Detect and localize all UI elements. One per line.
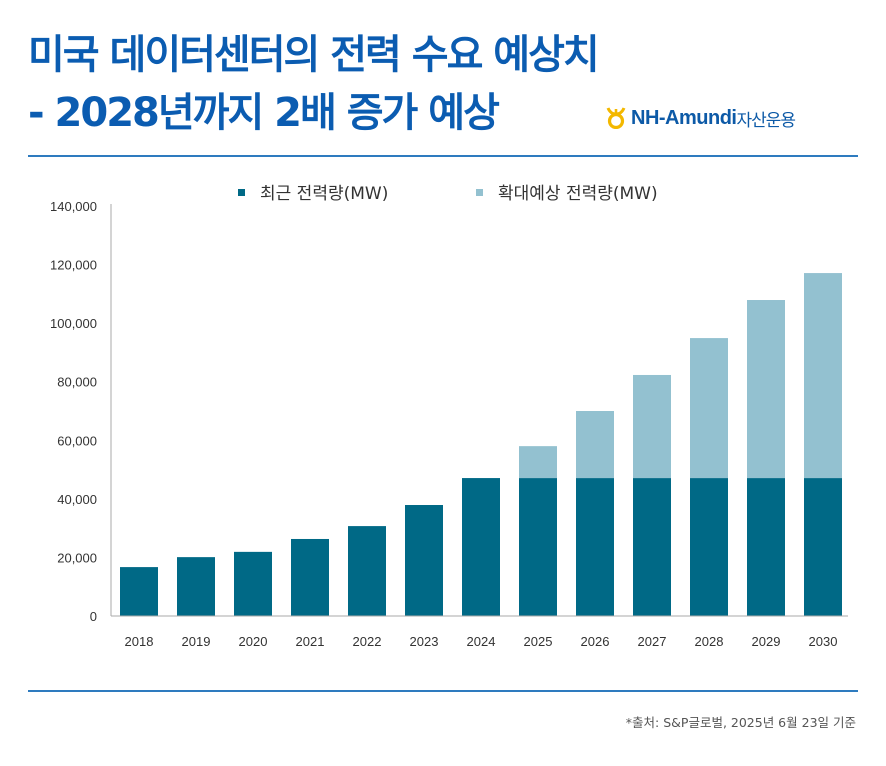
bar-group-2024 [462, 478, 500, 616]
bar-group-2022 [348, 526, 386, 616]
bar-recent-2030 [804, 478, 842, 616]
bar-group-2029 [747, 300, 785, 616]
y-tick-label: 80,000 [57, 375, 97, 390]
legend: 최근 전력량(MW) 확대예상 전력량(MW) [238, 184, 658, 204]
x-tick-label: 2028 [695, 634, 724, 649]
y-tick-label: 0 [90, 609, 97, 624]
y-tick-label: 20,000 [57, 550, 97, 565]
bar-group-2018 [120, 567, 158, 616]
bar-group-2020 [234, 551, 272, 616]
x-tick-label: 2030 [809, 634, 838, 649]
bar-group-2023 [405, 505, 443, 616]
power-demand-chart: 최근 전력량(MW) 확대예상 전력량(MW) 0 20,000 40,000 60,0… [50, 184, 848, 649]
bar-recent-2024 [462, 478, 500, 616]
y-tick-label: 100,000 [50, 316, 97, 331]
bar-expansion-2026 [576, 411, 614, 479]
legend-label: 최근 전력량(MW) [260, 184, 388, 204]
bar-recent-2022 [348, 526, 386, 616]
x-axis: 2018 2019 2020 2021 2022 2023 2024 2025 2026 2027… [111, 615, 848, 649]
x-tick-label: 2020 [239, 634, 268, 649]
legend-item-expansion: 확대예상 전력량(MW) [476, 184, 658, 204]
x-tick-label: 2027 [638, 634, 667, 649]
source-note: *출처: S&P글로벌, 2025년 6월 23일 기준 [625, 715, 856, 730]
x-tick-label: 2026 [581, 634, 610, 649]
legend-swatch [238, 189, 245, 196]
bar-recent-2023 [405, 505, 443, 616]
bottom-divider [28, 690, 858, 692]
x-tick-label: 2024 [467, 634, 496, 649]
legend-swatch [476, 189, 483, 196]
x-tick-label: 2018 [125, 634, 154, 649]
bar-group-2025 [519, 446, 557, 616]
bar-group-2026 [576, 411, 614, 616]
bar-group-2019 [177, 557, 215, 616]
x-tick-label: 2029 [752, 634, 781, 649]
legend-label: 확대예상 전력량(MW) [498, 184, 658, 204]
bar-recent-2018 [120, 567, 158, 616]
y-axis: 0 20,000 40,000 60,000 80,000 100,000 120,000 1… [50, 199, 112, 624]
bar-recent-2025 [519, 478, 557, 616]
y-tick-label: 60,000 [57, 433, 97, 448]
bar-expansion-2027 [633, 374, 671, 479]
bar-recent-2020 [234, 551, 272, 616]
bar-recent-2021 [291, 538, 329, 616]
x-tick-label: 2025 [524, 634, 553, 649]
bar-group-2030 [804, 273, 842, 616]
bar-group-2021 [291, 538, 329, 616]
bar-expansion-2029 [747, 300, 785, 479]
x-tick-label: 2022 [353, 634, 382, 649]
y-tick-label: 120,000 [50, 258, 97, 273]
brand-logo: NH-Amundi 자산운용 [606, 104, 796, 132]
bar-recent-2029 [747, 478, 785, 616]
brand-name: NH-Amundi [631, 106, 737, 129]
bar-expansion-2025 [519, 446, 557, 479]
bar-expansion-2030 [804, 273, 842, 479]
top-divider [28, 155, 858, 157]
bar-recent-2027 [633, 478, 671, 616]
page-title: 미국 데이터센터의 전력 수요 예상치 - 2028년까지 2배 증가 예상 [28, 26, 600, 142]
bar-expansion-2028 [690, 338, 728, 479]
x-tick-label: 2021 [296, 634, 325, 649]
bar-group-2028 [690, 338, 728, 616]
x-tick-label: 2019 [182, 634, 211, 649]
bar-recent-2019 [177, 557, 215, 616]
bar-recent-2028 [690, 478, 728, 616]
nh-logo-icon [606, 107, 626, 129]
y-tick-label: 40,000 [57, 492, 97, 507]
bar-recent-2026 [576, 478, 614, 616]
bars [120, 273, 842, 616]
brand-korean-name: 자산운용 [736, 110, 796, 131]
title-line-1: 미국 데이터센터의 전력 수요 예상치 [28, 32, 600, 78]
bar-group-2027 [633, 374, 671, 616]
title-line-2: - 2028년까지 2배 증가 예상 [28, 90, 500, 136]
y-tick-label: 140,000 [50, 199, 97, 214]
legend-item-recent: 최근 전력량(MW) [238, 184, 388, 204]
x-tick-label: 2023 [410, 634, 439, 649]
